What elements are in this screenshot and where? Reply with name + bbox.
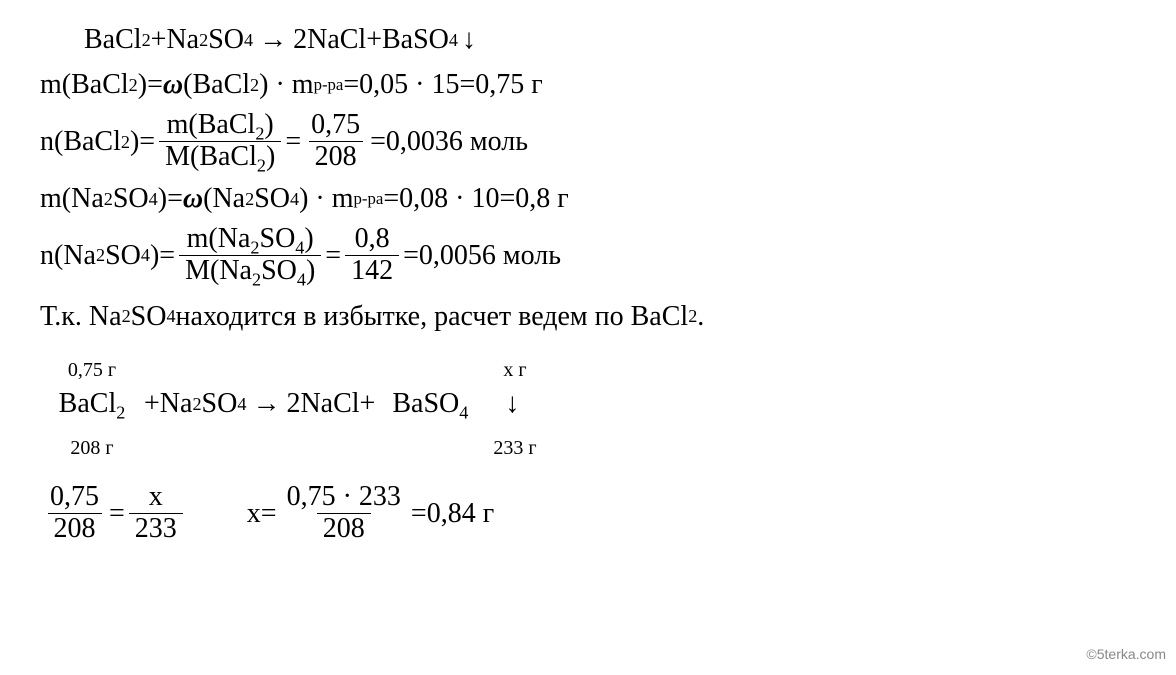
reaction-arrow: → [259, 20, 287, 59]
precipitate-arrow: ↓ [462, 20, 476, 59]
precipitate-arrow: ↓ [505, 384, 519, 423]
watermark: ©5terka.com [1086, 645, 1166, 665]
omega-symbol: ω [163, 65, 183, 104]
reaction-arrow: → [252, 384, 280, 423]
reaction-equation: BaCl2 + Na2 SO4 → 2NaCl + BaSO4 ↓ [40, 20, 1136, 59]
mol-bacl2-calc: n(BaCl2)= m(BaCl2) M(BaCl2) = 0,75 208 =… [40, 110, 1136, 173]
mass-na2so4-calc: m(Na2 SO4 )= ω (Na2 SO4 ) · mр-ра =0,08 … [40, 179, 1136, 218]
omega-symbol: ω [183, 179, 203, 218]
final-proportion: 0,75 208 = x 233 x= 0,75 · 233 208 =0,84… [40, 482, 1136, 545]
mol-na2so4-calc: n(Na2 SO4 )= m(Na2SO4) M(Na2SO4) = 0,8 1… [40, 224, 1136, 287]
fraction: m(Na2SO4) M(Na2SO4) [179, 224, 321, 287]
fraction: m(BaCl2) M(BaCl2) [159, 110, 281, 173]
mass-bacl2-calc: m(BaCl2)= ω (BaCl2) · mр-ра =0,05 · 15=0… [40, 65, 1136, 104]
fraction: x 233 [129, 482, 183, 545]
anno-mass-top: 0,75 г [40, 356, 144, 384]
anno-molar-mass: 233 г [460, 434, 570, 462]
reactant-1: BaCl [84, 20, 142, 59]
fraction: 0,75 208 [44, 482, 105, 545]
annotated-equation: 0,75 г x г BaCl2 + Na2 SO4 → 2NaCl + BaS… [40, 356, 1136, 476]
excess-note: Т.к. Na2 SO4 находится в избытке, расчет… [40, 297, 1136, 336]
fraction: 0,75 208 [305, 110, 366, 173]
anno-molar-mass: 208 г [40, 434, 144, 462]
fraction: 0,75 · 233 208 [281, 482, 407, 545]
fraction: 0,8 142 [345, 224, 399, 287]
anno-mass-top: x г [460, 356, 570, 384]
